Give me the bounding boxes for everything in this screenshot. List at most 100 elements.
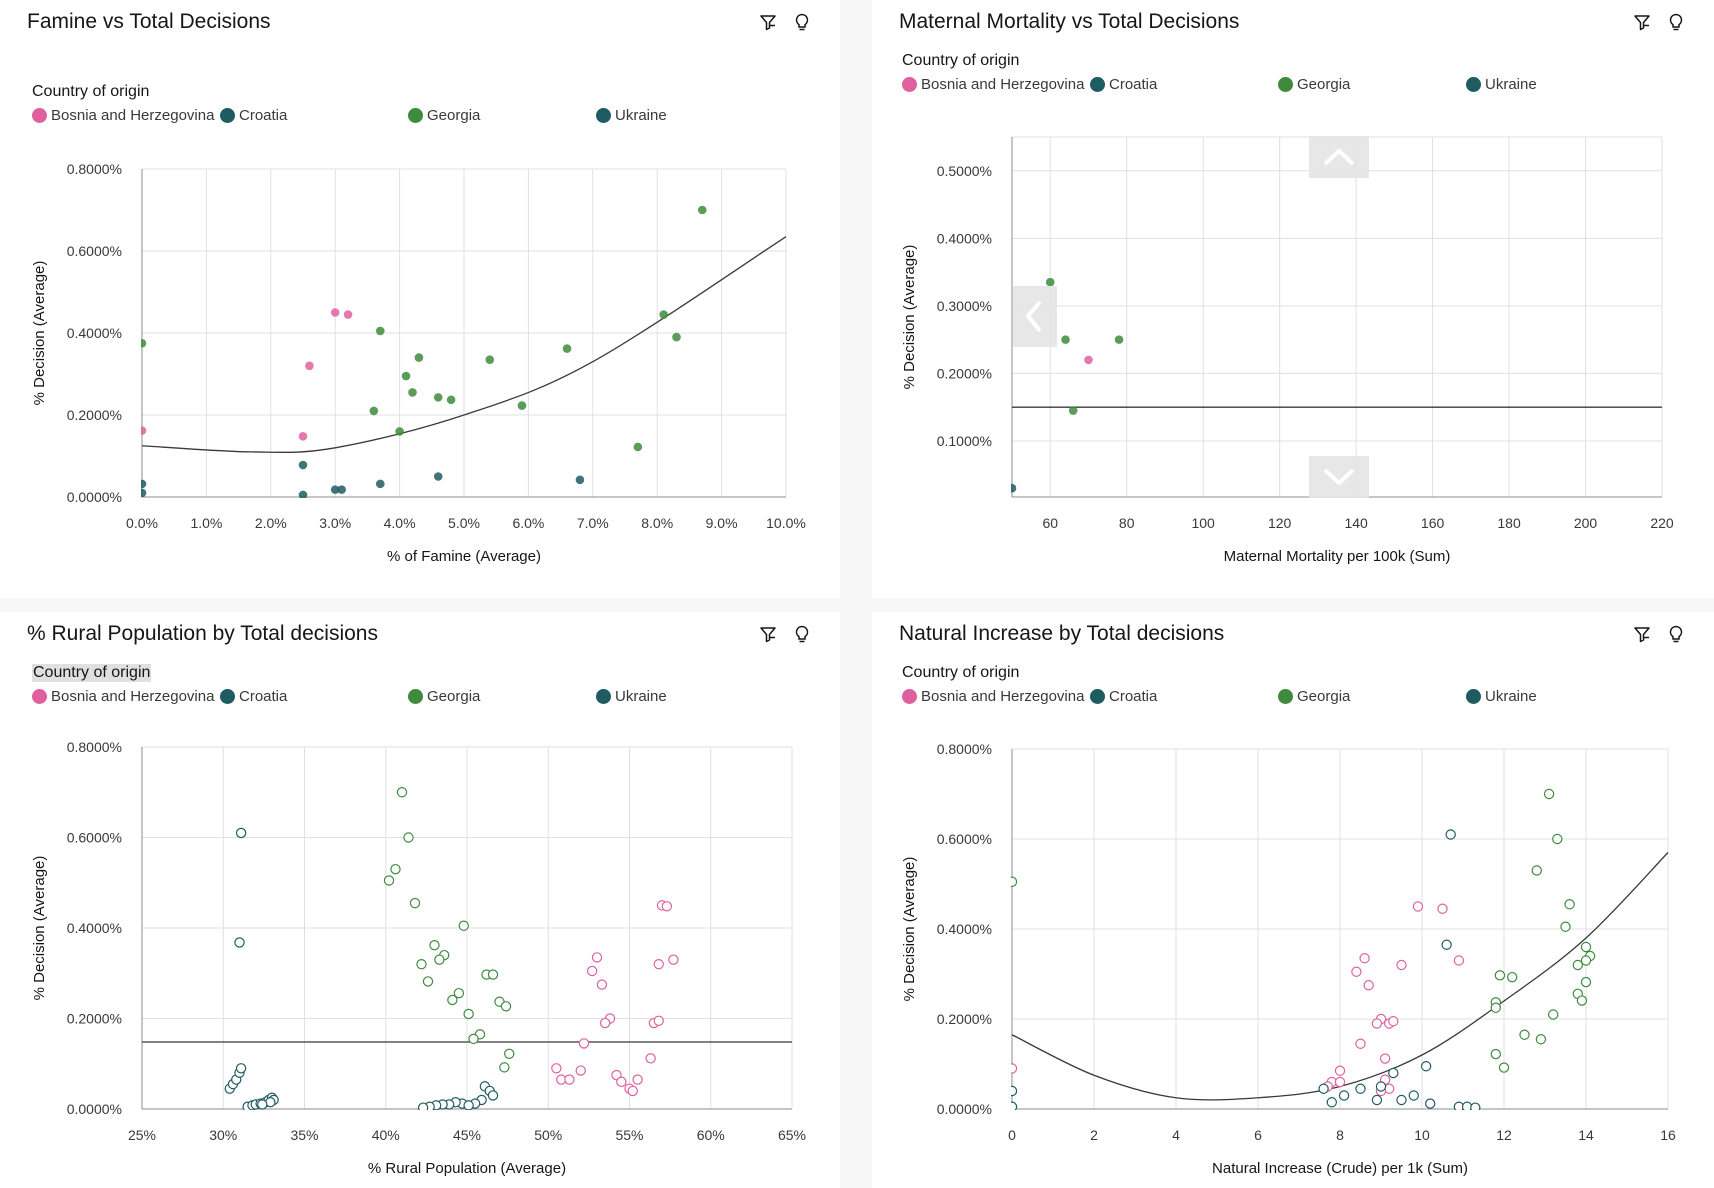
legend-item-ukraine[interactable]: Ukraine [1466,76,1537,93]
x-tick-label: 30% [209,1127,237,1143]
x-tick-label: 25% [128,1127,156,1143]
legend-item-bosnia[interactable]: Bosnia and Herzegovina [902,76,1084,93]
x-tick-label: 1.0% [190,515,222,531]
data-point [446,395,456,405]
scroll-up-button[interactable] [1309,136,1369,178]
legend-label: Bosnia and Herzegovina [51,688,215,705]
y-tick-label: 0.1000% [937,433,992,449]
legend-item-georgia[interactable]: Georgia [1278,688,1350,705]
legend-item-ukraine[interactable]: Ukraine [1466,688,1537,705]
data-point [1580,941,1592,953]
data-point [562,344,572,353]
legend-item-georgia[interactable]: Georgia [408,107,480,124]
legend-item-croatia[interactable]: Croatia [1090,76,1157,93]
filter-icon[interactable] [1632,624,1652,644]
data-point [578,1038,590,1049]
legend-swatch [902,77,917,92]
x-axis-title: Maternal Mortality per 100k (Sum) [1224,548,1451,565]
data-point [1535,1034,1547,1045]
legend-item-croatia[interactable]: Croatia [220,688,287,705]
y-tick-label: 0.2000% [67,1011,122,1027]
data-point [408,388,417,397]
data-point [1470,1102,1481,1110]
data-point [661,901,673,912]
lightbulb-icon[interactable] [1666,624,1686,644]
data-point [632,1074,643,1085]
y-tick-label: 0.8000% [67,739,122,755]
data-point [1011,483,1017,493]
data-point [575,475,585,485]
x-tick-label: 9.0% [706,515,738,531]
y-tick-label: 0.6000% [67,830,122,846]
legend-title: Country of origin [32,83,150,100]
legend-title: Country of origin [902,52,1020,69]
legend-item-croatia[interactable]: Croatia [220,107,287,124]
legend-item-bosnia[interactable]: Bosnia and Herzegovina [902,688,1084,705]
lightbulb-icon[interactable] [792,624,812,644]
legend-swatch [1278,689,1293,704]
lightbulb-icon[interactable] [792,12,812,32]
legend-swatch [1278,77,1293,92]
legend-item-bosnia[interactable]: Bosnia and Herzegovina [32,688,214,705]
data-point [417,1102,429,1110]
data-point [433,393,443,402]
data-point [1334,1076,1346,1088]
legend-swatch [1090,77,1105,92]
x-tick-label: 10.0% [766,515,806,531]
x-axis-title: % of Famine (Average) [387,548,541,565]
legend-item-croatia[interactable]: Croatia [1090,688,1157,705]
data-point [1011,1101,1018,1110]
data-point [1061,335,1070,344]
data-point [1412,901,1424,912]
data-points [224,787,679,1110]
x-tick-label: 45% [453,1127,481,1143]
legend-swatch [408,108,423,123]
data-point [627,1085,638,1097]
legend-swatch [1466,77,1481,92]
legend-label: Georgia [427,107,481,124]
legend-label: Croatia [1109,76,1158,93]
data-point [1011,1063,1018,1074]
y-tick-label: 0.4000% [67,920,122,936]
chart-panel-natural-increase: Natural Increase by Total decisions Coun… [872,612,1714,1188]
x-tick-label: 60 [1042,515,1058,531]
x-tick-label: 35% [290,1127,318,1143]
data-point [1564,899,1575,910]
filter-icon[interactable] [1632,12,1652,32]
x-tick-label: 40% [372,1127,400,1143]
lightbulb-icon[interactable] [1666,12,1686,32]
data-point [409,897,421,909]
legend: Bosnia and Herzegovina Croatia Georgia U… [32,688,792,708]
data-point [1441,939,1452,950]
legend-swatch [220,108,235,123]
data-point [453,987,465,999]
legend-item-bosnia[interactable]: Bosnia and Herzegovina [32,107,214,124]
legend-label: Georgia [1297,688,1351,705]
scroll-down-button[interactable] [1309,456,1369,498]
x-tick-label: 60% [697,1127,725,1143]
data-point [343,310,353,319]
data-point [697,205,707,215]
y-tick-label: 0.2000% [937,365,992,381]
x-tick-label: 50% [534,1127,562,1143]
data-point [485,355,495,364]
data-point [447,994,458,1006]
data-point [1572,959,1584,971]
data-point [564,1074,575,1085]
data-point [429,939,440,951]
scroll-left-button[interactable] [1013,286,1057,347]
legend-item-ukraine[interactable]: Ukraine [596,107,667,124]
data-point [1359,953,1370,964]
data-point [234,937,245,948]
chart-panel-rural-population: % Rural Population by Total decisions Co… [0,612,840,1188]
data-point [298,432,308,441]
legend-item-georgia[interactable]: Georgia [1278,76,1350,93]
y-tick-label: 0.6000% [67,243,122,259]
filter-icon[interactable] [758,12,778,32]
legend-item-georgia[interactable]: Georgia [408,688,480,705]
data-point [458,920,469,931]
data-point [504,1048,515,1059]
filter-icon[interactable] [758,624,778,644]
legend-item-ukraine[interactable]: Ukraine [596,688,667,705]
x-tick-label: 65% [778,1127,806,1143]
